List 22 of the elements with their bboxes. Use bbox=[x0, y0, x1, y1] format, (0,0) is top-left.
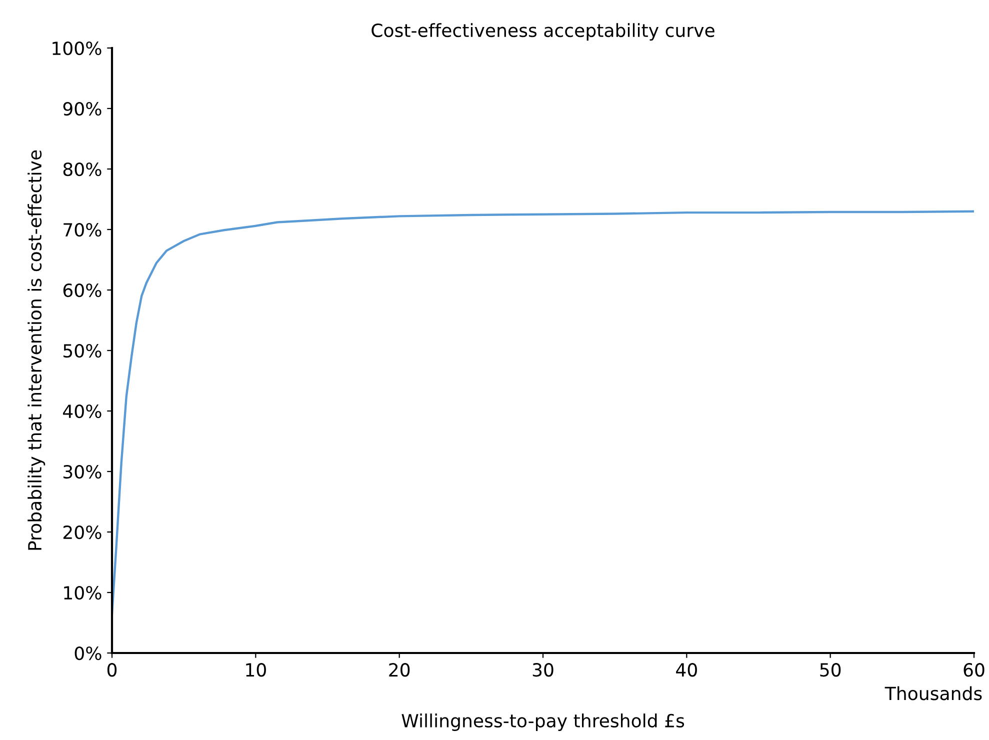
x-tick-label: 30 bbox=[532, 663, 554, 677]
x-tick-label: 10 bbox=[246, 663, 266, 677]
y-tick-label: 0% bbox=[74, 646, 102, 660]
y-tick-label: 80% bbox=[63, 162, 102, 176]
x-tick-label: 60 bbox=[964, 663, 984, 677]
x-tick-label: 0 bbox=[107, 663, 117, 677]
chart-title: Cost-effectiveness acceptability curve bbox=[372, 23, 714, 41]
text: Thousands bbox=[884, 686, 982, 700]
y-tick-label: 50% bbox=[64, 344, 102, 358]
x-axis-title: Willingness-to-pay threshold £s bbox=[402, 714, 684, 732]
x-tick-label: 40 bbox=[676, 663, 697, 677]
y-tick-label: 30% bbox=[64, 464, 102, 479]
y-tick-label: 60% bbox=[63, 283, 102, 298]
y-tick-label: 70% bbox=[64, 222, 102, 237]
y-tick-label: 20% bbox=[63, 525, 102, 540]
y-tick-label: 40% bbox=[63, 404, 102, 418]
x-tick-label: 50 bbox=[820, 663, 841, 677]
y-axis-title: Probability that intervention is cost-effective bbox=[28, 150, 46, 550]
y-tick-label: 90% bbox=[63, 102, 102, 116]
x-tick-label: 20 bbox=[389, 663, 410, 677]
y-tick-label: 10% bbox=[64, 586, 102, 600]
y-tick-label: 100% bbox=[52, 41, 102, 56]
